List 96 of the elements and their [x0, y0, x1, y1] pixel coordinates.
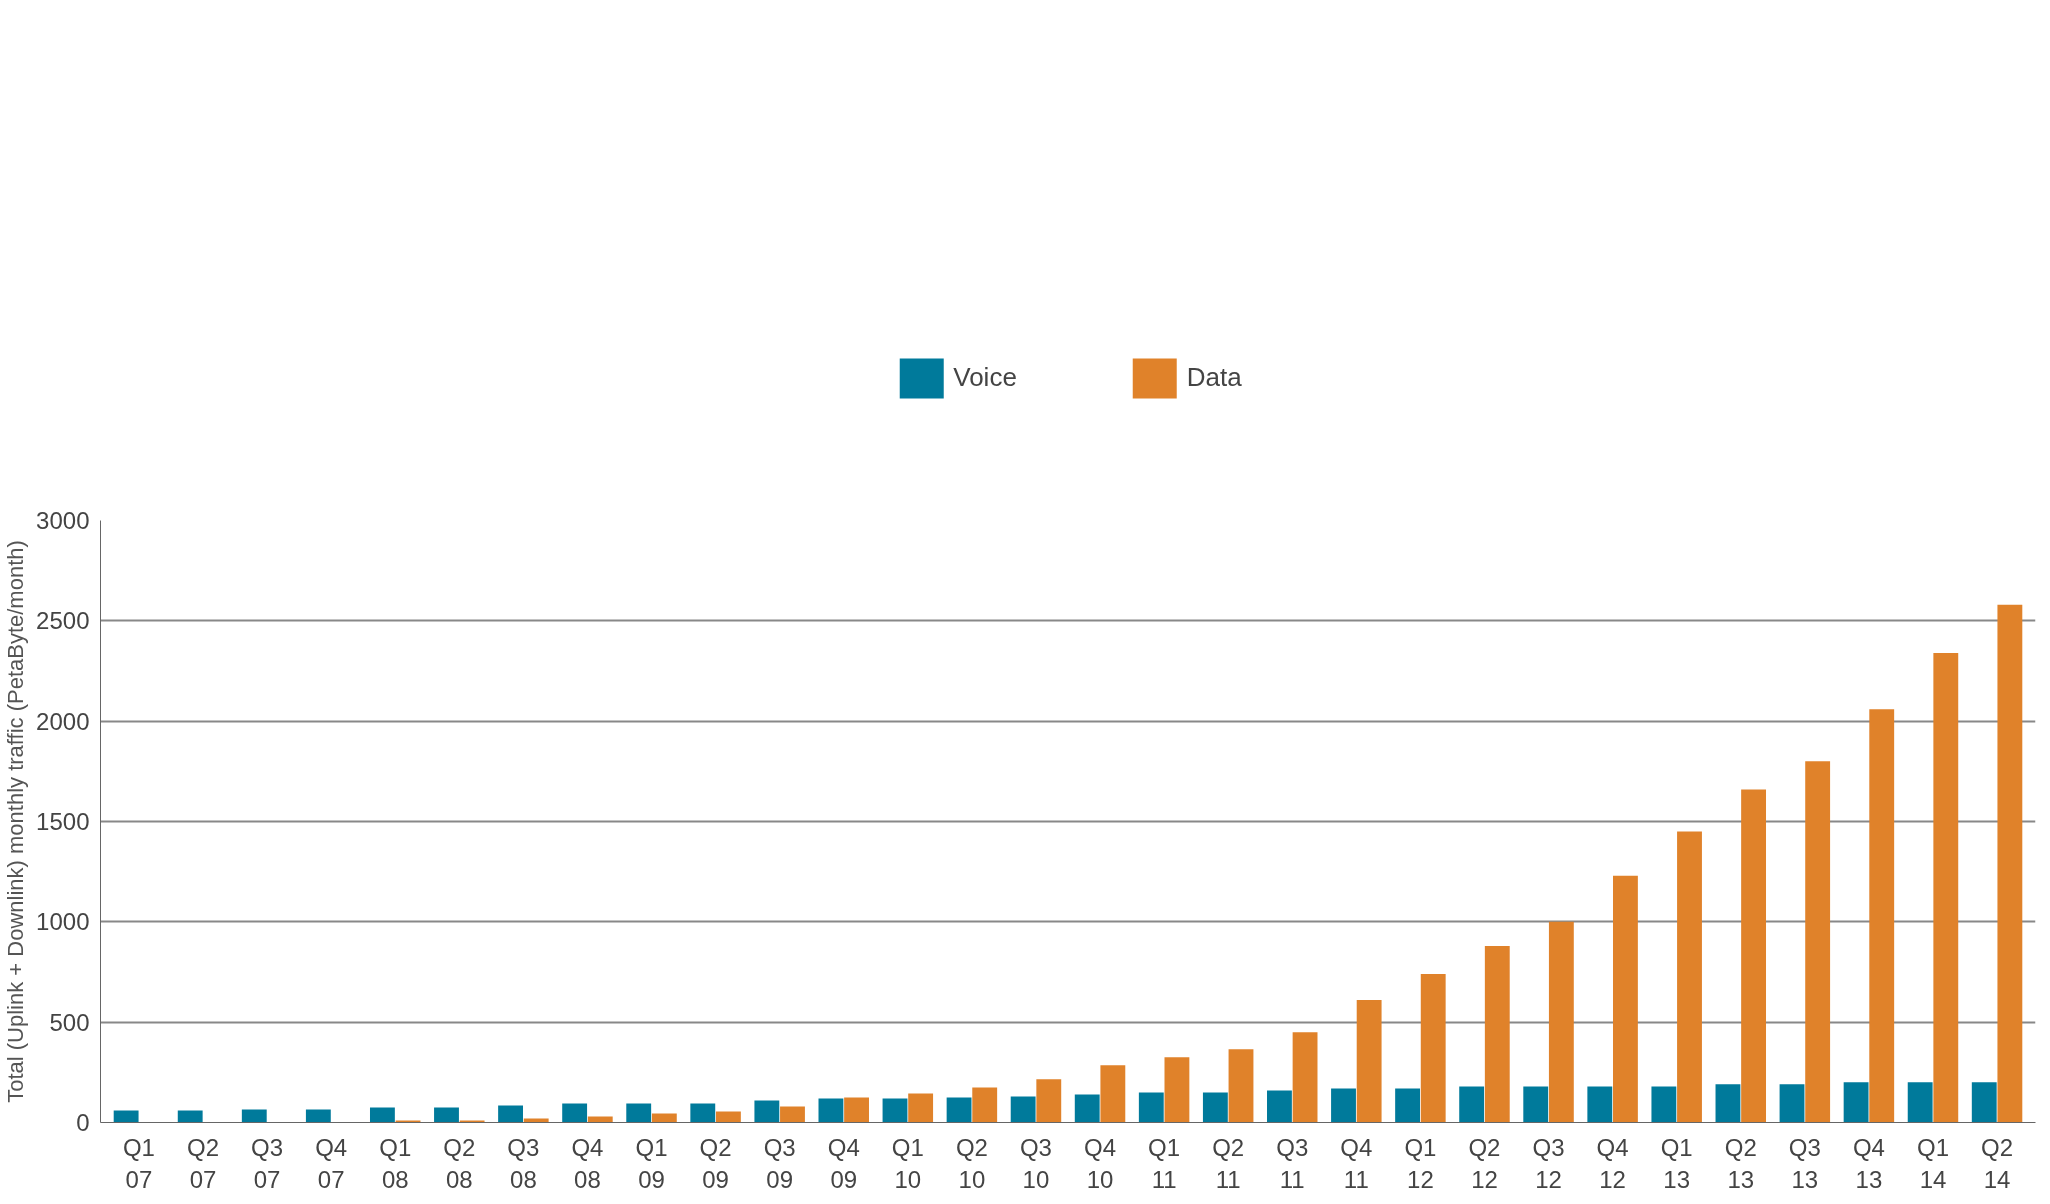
- x-tick-label: Q1 13: [1660, 1133, 1693, 1193]
- y-tick-label: 2500: [36, 607, 90, 635]
- bar: [1484, 945, 1510, 1123]
- bar: [1228, 1049, 1254, 1123]
- bar: [1138, 1092, 1164, 1123]
- bar: [1202, 1092, 1228, 1123]
- bar: [626, 1103, 652, 1123]
- bar: [523, 1118, 549, 1123]
- bar: [754, 1100, 780, 1123]
- bar: [459, 1120, 485, 1123]
- bar: [395, 1120, 421, 1123]
- bar: [1523, 1086, 1549, 1123]
- bar: [177, 1110, 203, 1123]
- x-tick-label: Q4 11: [1340, 1133, 1373, 1193]
- x-tick-label: Q1 07: [122, 1133, 155, 1193]
- bar: [651, 1113, 677, 1123]
- bar: [1971, 1082, 1997, 1123]
- bar: [1267, 1090, 1292, 1123]
- bar: [369, 1107, 395, 1123]
- bar: [241, 1109, 267, 1123]
- x-tick-label: Q1 09: [635, 1133, 668, 1193]
- bar: [1100, 1065, 1126, 1123]
- y-tick-label: 500: [49, 1008, 90, 1036]
- bar: [1907, 1082, 1933, 1123]
- x-tick-label: Q1 08: [379, 1133, 412, 1193]
- bar: [1779, 1084, 1805, 1123]
- x-tick-label: Q4 07: [315, 1133, 348, 1193]
- bar: [1356, 1000, 1382, 1123]
- bar: [1677, 831, 1702, 1123]
- bar: [1715, 1084, 1741, 1123]
- bar: [1010, 1096, 1036, 1123]
- bar: [1933, 652, 1959, 1123]
- x-tick-label: Q4 12: [1596, 1133, 1629, 1193]
- bar: [1074, 1094, 1100, 1123]
- bar: [882, 1098, 908, 1123]
- x-tick-label: Q2 14: [1981, 1133, 2014, 1193]
- bar: [1997, 604, 2023, 1123]
- x-tick-label: Q2 07: [187, 1133, 220, 1193]
- bar: [1548, 921, 1574, 1123]
- x-tick-label: Q2 13: [1724, 1133, 1757, 1193]
- x-tick-label: Q3 09: [763, 1133, 796, 1193]
- y-tick-label: 2000: [36, 707, 90, 735]
- y-tick-label: 1000: [36, 908, 90, 936]
- legend-label: Data: [1186, 362, 1242, 393]
- x-tick-label: Q2 08: [443, 1133, 476, 1193]
- x-tick-label: Q2 11: [1212, 1133, 1245, 1193]
- bar: [908, 1093, 934, 1123]
- x-tick-label: Q3 11: [1276, 1133, 1309, 1193]
- x-tick-label: Q4 09: [827, 1133, 860, 1193]
- bar: [1741, 789, 1767, 1123]
- x-tick-label: Q4 13: [1852, 1133, 1885, 1193]
- bar: [562, 1103, 588, 1123]
- bar: [1164, 1057, 1190, 1123]
- bar: [1331, 1088, 1356, 1123]
- x-tick-label: Q3 10: [1019, 1133, 1052, 1193]
- bar: [1420, 974, 1446, 1123]
- y-tick-label: 1500: [36, 808, 90, 835]
- x-tick-label: Q3 08: [507, 1133, 540, 1193]
- bar: [498, 1105, 523, 1123]
- bar: [1843, 1082, 1869, 1123]
- bar: [587, 1116, 613, 1123]
- x-tick-label: Q2 09: [699, 1133, 732, 1193]
- bar: [1587, 1086, 1613, 1123]
- y-axis-title: Total (Uplink + Downlink) monthly traffic (PetaByte/month): [3, 540, 29, 1103]
- bar: [972, 1087, 998, 1123]
- bar: [715, 1111, 741, 1123]
- bar: [305, 1109, 331, 1123]
- x-tick-label: Q1 11: [1148, 1133, 1181, 1193]
- x-tick-label: Q2 12: [1468, 1133, 1501, 1193]
- x-tick-label: Q3 12: [1532, 1133, 1565, 1193]
- x-tick-label: Q1 10: [891, 1133, 924, 1193]
- y-tick-label: 3000: [36, 507, 90, 534]
- x-tick-label: Q4 08: [571, 1133, 604, 1193]
- x-tick-label: Q4 10: [1084, 1133, 1117, 1193]
- y-tick-label: 0: [76, 1109, 90, 1136]
- legend-label: Voice: [953, 362, 1017, 393]
- bar: [1459, 1086, 1485, 1123]
- x-tick-label: Q2 10: [955, 1133, 988, 1193]
- bar: [1869, 709, 1895, 1123]
- bar: [1036, 1079, 1062, 1123]
- bar: [946, 1097, 972, 1123]
- bar: [690, 1103, 716, 1123]
- x-tick-label: Q3 13: [1788, 1133, 1821, 1193]
- x-tick-label: Q1 12: [1404, 1133, 1437, 1193]
- bar: [1613, 875, 1638, 1123]
- bar: [1805, 761, 1831, 1123]
- bar: [1395, 1088, 1421, 1123]
- bar: [844, 1097, 869, 1123]
- bar: [1651, 1086, 1677, 1123]
- x-tick-label: Q3 07: [251, 1133, 284, 1193]
- bar: [818, 1098, 844, 1123]
- x-tick-label: Q1 14: [1916, 1133, 1949, 1193]
- bar: [1292, 1032, 1318, 1123]
- bar: [780, 1106, 805, 1123]
- bar: [113, 1110, 139, 1123]
- bar: [434, 1107, 459, 1123]
